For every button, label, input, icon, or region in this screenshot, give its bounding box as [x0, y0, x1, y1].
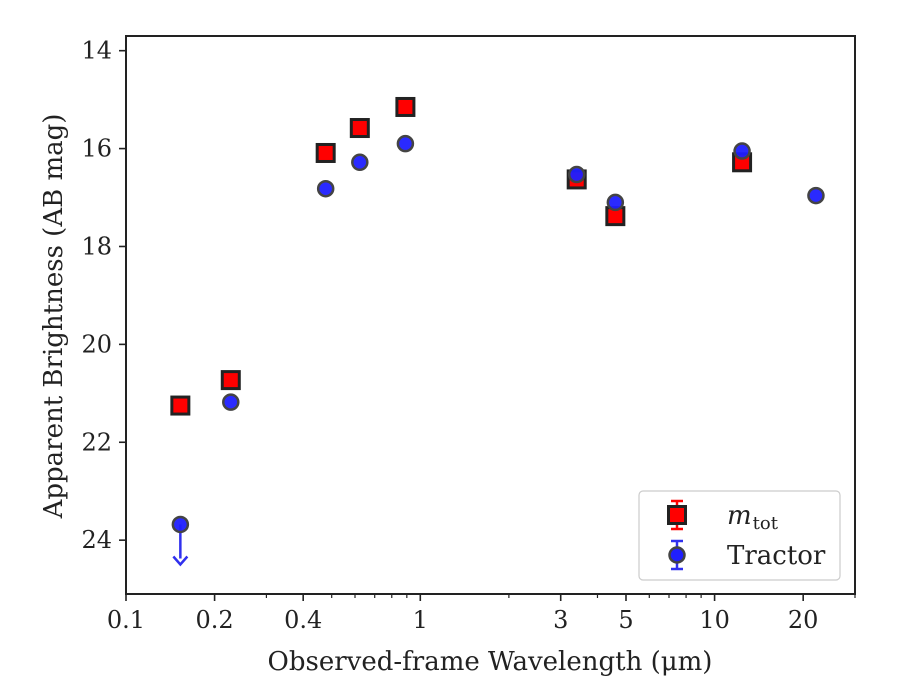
legend-marker-1: [668, 546, 686, 564]
legend-box: [638, 490, 841, 581]
square-point-0-0: [170, 395, 191, 416]
x-tick-label-5: 5: [618, 606, 633, 634]
data-marks: [170, 96, 825, 567]
circle-point-1-6: [606, 193, 625, 212]
x-tick-label-1: 0.2: [196, 606, 234, 634]
legend: m tot Tractor: [638, 490, 841, 581]
x-tick-label-2: 0.4: [284, 606, 322, 634]
x-tick-label-4: 3: [553, 606, 568, 634]
y-tick-label-5: 24: [81, 526, 112, 554]
y-tick-label-2: 18: [81, 232, 112, 260]
y-tick-label-1: 16: [81, 135, 112, 163]
x-tick-label-3: 1: [413, 606, 428, 634]
circle-point-1-1: [222, 393, 240, 411]
legend-label-0: m: [727, 501, 752, 531]
legend-label-sub-0: tot: [753, 513, 779, 534]
y-axis-label: Apparent Brightness (AB mag): [39, 114, 69, 520]
y-tick-label-4: 22: [81, 428, 112, 456]
circle-point-1-3: [351, 153, 369, 172]
upper-limit-arrow-head-0: [172, 555, 189, 567]
x-tick-label-7: 20: [788, 606, 819, 634]
circle-point-1-2: [316, 179, 335, 198]
y-tick-label-3: 20: [81, 330, 112, 358]
circle-point-1-0: [171, 515, 190, 534]
plot-frame: [125, 35, 856, 595]
legend-label-1: Tractor: [727, 541, 826, 571]
square-point-0-2: [315, 142, 336, 163]
legend-marker-0: [667, 505, 687, 525]
square-point-0-3: [349, 118, 370, 139]
x-axis-label: Observed-frame Wavelength (μm): [268, 647, 713, 677]
circle-point-1-4: [396, 134, 415, 153]
square-point-0-4: [395, 96, 416, 117]
square-point-0-1: [220, 370, 241, 391]
circle-point-1-8: [807, 186, 825, 205]
y-tick-label-0: 14: [81, 37, 112, 65]
axes: 0.1 0.2 0.4 1 3 5 10 20 14 16 18 20 22 24: [81, 35, 856, 634]
circle-point-1-5: [567, 165, 586, 184]
x-tick-label-0: 0.1: [107, 606, 145, 634]
x-tick-label-6: 10: [699, 606, 730, 634]
circle-point-1-7: [733, 142, 751, 160]
